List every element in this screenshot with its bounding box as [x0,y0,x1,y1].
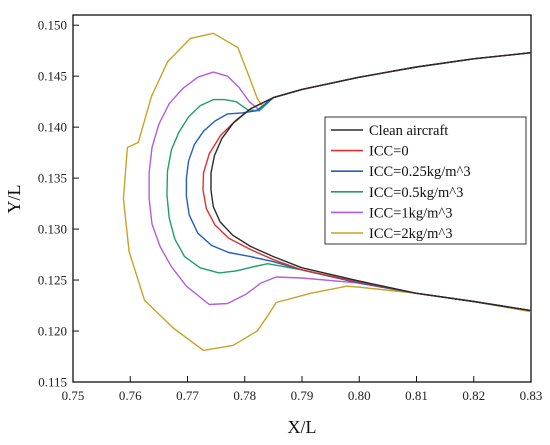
y-tick-label-7: 0.150 [38,18,67,33]
legend-label-4: ICC=1kg/m^3 [369,205,452,221]
y-tick-label-0: 0.115 [38,375,67,390]
x-tick-label-4: 0.79 [291,388,314,403]
y-tick-label-3: 0.130 [38,222,67,237]
x-tick-label-3: 0.78 [233,388,256,403]
y-axis-ticks: 0.115 0.120 0.125 0.130 0.135 0.140 0.145 0.150 [38,18,79,390]
legend-box [324,116,527,245]
legend-label-2: ICC=0.25kg/m^3 [369,164,471,180]
x-tick-label-2: 0.77 [176,388,199,403]
y-tick-label-5: 0.140 [38,120,67,135]
x-tick-label-8: 0.83 [520,388,543,403]
x-axis-ticks: 0.75 0.76 0.77 0.78 0.79 0.80 0.81 0.82 0.83 [62,376,543,403]
x-tick-label-7: 0.82 [462,388,485,403]
legend-label-1: ICC=0 [369,144,409,160]
x-axis-title: X/L [288,417,317,437]
legend-label-3: ICC=0.5kg/m^3 [369,185,463,201]
x-tick-label-5: 0.80 [348,388,371,403]
series-layer [122,32,532,352]
legend-label-0: Clean aircraft [369,123,448,139]
x-tick-label-1: 0.76 [119,388,142,403]
x-tick-label-0: 0.75 [62,388,85,403]
legend-label-5: ICC=2kg/m^3 [369,226,452,242]
legend: Clean aircraft ICC=0 ICC=0.25kg/m^3 ICC=0.5… [324,116,527,245]
series-line-0 [210,52,532,312]
x-tick-label-6: 0.81 [405,388,428,403]
y-tick-label-2: 0.125 [38,273,67,288]
y-tick-label-1: 0.120 [38,324,67,339]
y-axis-title: Y/L [4,185,24,214]
y-tick-label-4: 0.135 [38,171,67,186]
legend-items: Clean aircraft ICC=0 ICC=0.25kg/m^3 ICC=0.5… [331,123,471,242]
y-tick-label-6: 0.145 [38,69,67,84]
